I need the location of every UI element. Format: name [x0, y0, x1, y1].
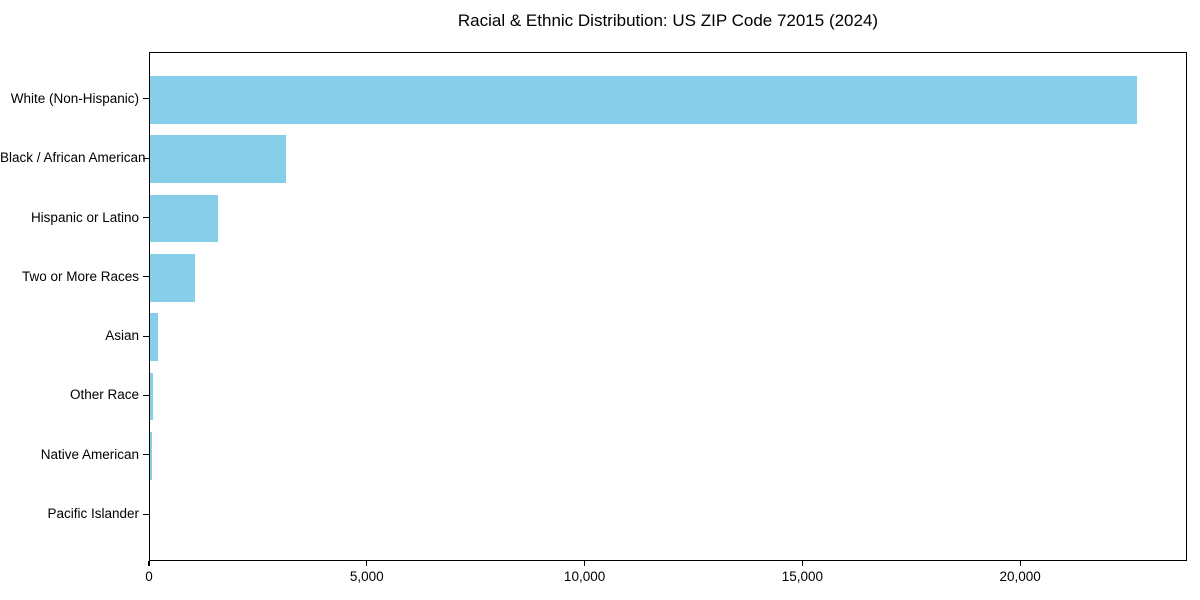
bar — [150, 194, 218, 243]
bar — [150, 254, 195, 302]
bar — [150, 372, 154, 421]
y-tick — [143, 98, 149, 100]
x-tick-label: 20,000 — [999, 569, 1041, 584]
x-tick-label: 15,000 — [781, 569, 824, 584]
category-label: Pacific Islander — [47, 506, 139, 522]
category-label: Other Race — [69, 387, 139, 403]
bar — [150, 135, 286, 183]
y-tick — [143, 394, 149, 397]
bar — [150, 76, 1138, 124]
x-tick-label: 5,000 — [349, 569, 384, 584]
x-tick — [148, 561, 150, 566]
y-tick — [143, 513, 149, 515]
x-tick — [583, 561, 586, 566]
x-tick-label: 10,000 — [563, 569, 606, 584]
category-label: Asian — [105, 328, 139, 344]
y-tick — [143, 216, 149, 219]
category-label: White (Non-Hispanic) — [10, 90, 139, 106]
y-tick — [143, 276, 149, 278]
category-label: Two or More Races — [21, 268, 139, 284]
x-tick — [366, 561, 368, 566]
plot-area — [149, 52, 1187, 561]
x-tick — [801, 561, 803, 566]
bar — [150, 313, 159, 361]
y-tick — [143, 157, 149, 159]
chart-title: Racial & Ethnic Distribution: US ZIP Cod… — [457, 11, 879, 30]
x-tick-label: 0 — [145, 569, 153, 584]
y-tick — [143, 335, 149, 337]
category-label: Black / African American — [0, 150, 146, 166]
bar — [150, 432, 153, 480]
category-label: Hispanic or Latino — [30, 209, 139, 225]
category-label: Native American — [40, 446, 139, 462]
x-tick — [1019, 561, 1021, 566]
y-tick — [143, 454, 149, 456]
